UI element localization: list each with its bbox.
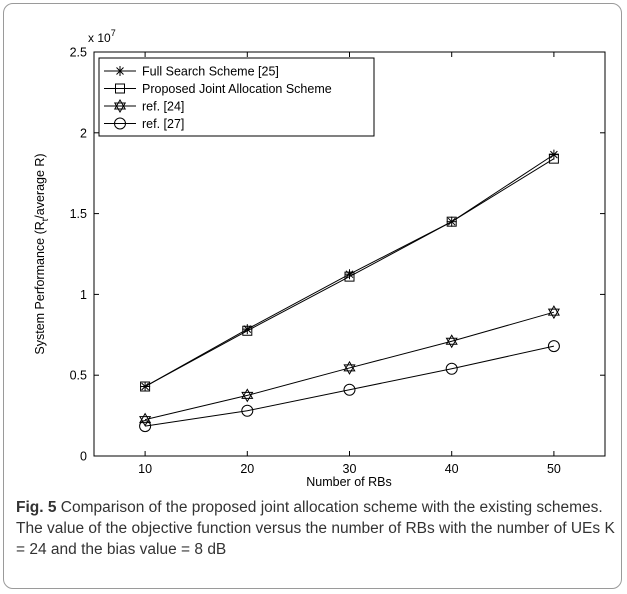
data-point [446, 216, 457, 227]
x-axis-label: Number of RBs [306, 475, 391, 489]
y-tick-label: 0 [80, 450, 87, 464]
marker-triangle-up [139, 412, 152, 424]
marker-triangle-up [547, 305, 560, 316]
y-tick-label: 1.5 [70, 207, 87, 221]
series-line [144, 311, 555, 421]
x-tick-label: 20 [240, 462, 254, 476]
data-point [242, 325, 253, 336]
legend-label: ref. [24] [142, 100, 184, 114]
marker-square [446, 216, 457, 227]
data-point [140, 381, 151, 392]
legend-marker [113, 99, 127, 113]
axis-ticks: 10 20 30 40 50 0 0.5 1 1.5 2 2.5 [70, 46, 605, 476]
marker-square [242, 325, 253, 336]
series-line [144, 158, 555, 387]
legend-label: ref. [27] [142, 117, 184, 131]
data-point [241, 388, 254, 403]
x-tick-label: 30 [343, 462, 357, 476]
legend-marker [114, 117, 126, 130]
marker-circle [547, 340, 560, 353]
marker-triangle-down [445, 337, 458, 349]
figure-caption: Fig. 5 Comparison of the proposed joint … [16, 497, 616, 560]
legend-marker [115, 83, 125, 94]
marker-square [140, 381, 151, 392]
marker-triangle-down [547, 308, 560, 320]
data-point [241, 404, 254, 417]
caption-text: Comparison of the proposed joint allocat… [16, 499, 615, 558]
y-multiplier: x 107 [88, 28, 116, 45]
legend-label: Proposed Joint Allocation Scheme [142, 82, 332, 96]
marker-square [548, 153, 559, 164]
marker-square [115, 83, 125, 94]
data-point [343, 360, 356, 375]
data-point [139, 420, 152, 433]
legend: Full Search Scheme [25] Proposed Joint Al… [98, 57, 375, 137]
data-point [548, 153, 559, 164]
marker-circle [139, 420, 152, 433]
series-group [139, 149, 560, 433]
marker-triangle-up [445, 334, 458, 345]
y-tick-label: 2 [80, 126, 87, 140]
y-tick-label: 2.5 [70, 46, 87, 60]
marker-triangle-down [343, 364, 356, 375]
x-tick-label: 10 [138, 462, 152, 476]
data-point [547, 305, 560, 320]
data-point [140, 381, 151, 392]
marker-triangle-up [241, 388, 254, 399]
marker-stroke [141, 382, 149, 391]
marker-circle [241, 404, 254, 417]
legend-box [98, 57, 375, 137]
data-point [445, 362, 458, 375]
y-tick-label: 1 [80, 288, 87, 302]
marker-triangle-up [343, 360, 356, 372]
legend-label: Full Search Scheme [25] [142, 65, 279, 79]
line-chart: 10 20 30 40 50 0 0.5 1 1.5 2 2.5 x 107 Number of R… [33, 28, 606, 489]
data-point [547, 340, 560, 353]
y-axis-label: System Performance (Rt/average R) [33, 153, 50, 354]
marker-triangle-down [241, 391, 254, 403]
x-tick-label: 50 [547, 462, 561, 476]
marker-square [344, 271, 355, 282]
marker-triangle-down [113, 102, 127, 113]
series-line [145, 345, 555, 427]
data-point [343, 383, 356, 396]
x-tick-label: 40 [445, 462, 459, 476]
marker-circle [343, 383, 356, 396]
marker-circle [445, 362, 458, 375]
y-tick-label: 0.5 [70, 369, 87, 383]
marker-triangle-up [113, 99, 127, 110]
caption-label: Fig. 5 [16, 499, 57, 516]
data-point [445, 334, 458, 349]
marker-stroke [116, 67, 124, 75]
legend-marker [115, 66, 125, 76]
data-point [344, 271, 355, 282]
marker-circle [114, 117, 126, 130]
